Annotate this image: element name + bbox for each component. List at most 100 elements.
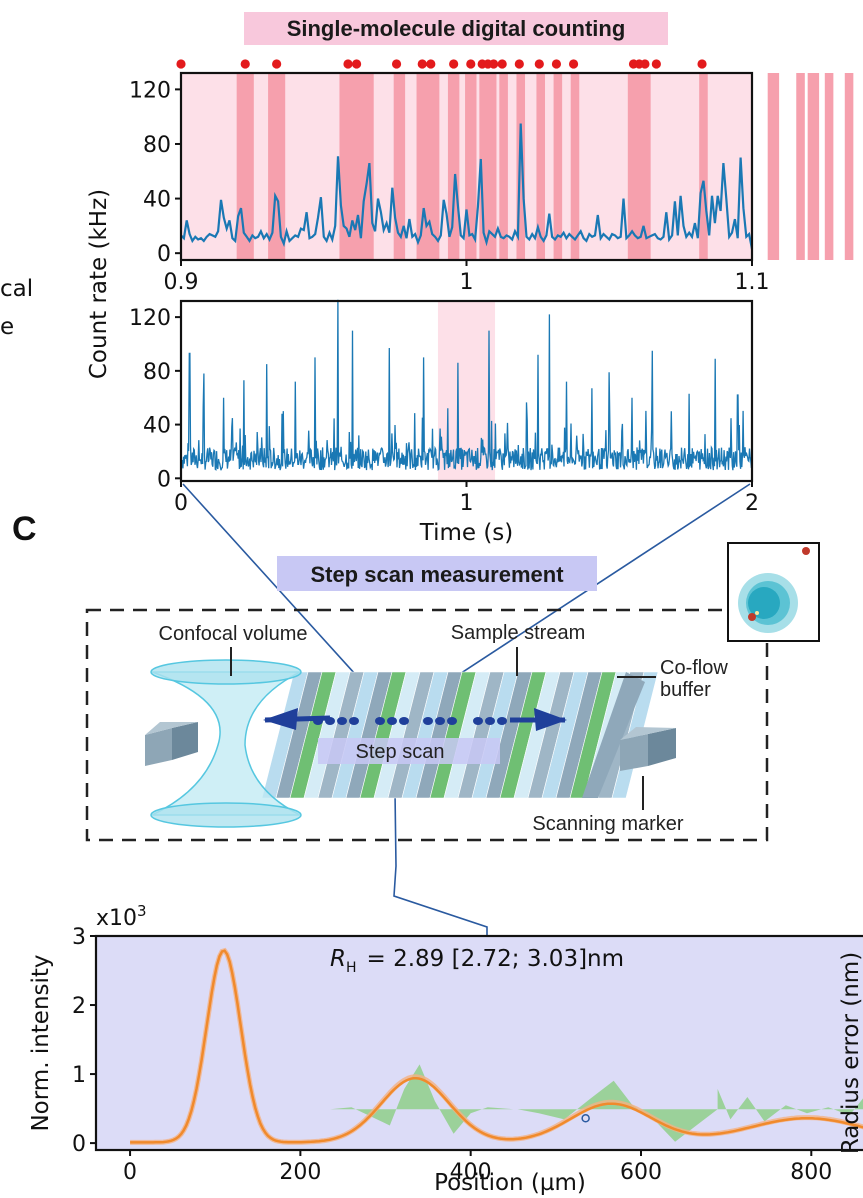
y-tick-label: 40 [143,188,171,213]
channel-side [582,672,645,798]
axes: 0 40 80 120 0 1 2 [129,306,759,516]
molecule-dot [375,717,385,725]
x-tick-label: 1 [460,491,474,516]
y-tick-label: 0 [72,1132,86,1157]
molecule-dot [435,717,445,725]
chart-title: Single-molecule digital counting [287,16,626,41]
molecule-dot [497,717,507,725]
marker-block [648,728,676,766]
y-exponent-base: x10 [96,906,137,931]
event-band [767,73,780,260]
panel-label: C [12,510,37,548]
scan-background [96,936,863,1150]
annotation-value: = 2.89 [2.72; 3.03]nm [367,946,625,972]
molecule-dot [423,717,433,725]
x-axis-label: Time (s) [419,520,514,546]
event-marker [697,59,707,69]
step-scan-diagram: Step scan measurement [85,542,820,842]
diagram-title-highlight [277,556,597,591]
y-tick-label: 3 [72,925,86,950]
residual-area [330,1064,514,1134]
marker-block [620,734,648,771]
event-band [416,73,440,260]
y-tick-label: 0 [157,242,171,267]
molecule-dot [447,717,457,725]
event-band [570,73,580,260]
confocal-bottom [150,802,302,828]
scan-arrows [263,708,567,731]
x-tick-label: 400 [450,1160,492,1185]
fit-profile [130,949,863,1144]
event-band [824,73,834,260]
y-tick-label: 1 [72,1063,86,1088]
event-band [553,73,563,260]
y-tick-label: 120 [129,306,171,331]
scanning-marker-left [145,722,198,766]
event-markers [176,59,707,69]
x-tick-label: 800 [790,1160,832,1185]
diagram-frame [85,608,769,842]
event-band [536,73,546,260]
channel-stripes [261,671,659,799]
event-marker [466,59,476,69]
y-exponent: x103 [96,902,147,931]
molecule-dot [349,717,359,725]
x-axis-label: Position (µm) [434,1170,586,1196]
event-band [447,73,460,260]
event-marker [534,59,544,69]
event-band [516,73,526,260]
event-band [796,73,805,260]
x-tick-label: 2 [745,491,759,516]
y-tick-label: 40 [143,414,171,439]
y-tick-label: 120 [129,78,171,103]
marker-block [620,727,676,740]
scanning-marker-right [620,727,676,771]
event-marker [417,59,427,69]
x-tick-label: 1.1 [735,270,770,295]
y-axis-label-right: Radius error (nm) [838,952,863,1154]
full-panel: 0 40 80 120 0 1 2 Time (s) [129,299,759,546]
molecule-dot [387,717,397,725]
diagram-title: Step scan measurement [310,562,564,587]
inset-inner-circle [748,587,780,619]
x-tick-label: 200 [279,1160,321,1185]
molecule-dot [325,717,335,725]
y-tick-label: 2 [72,994,86,1019]
radius-annotation: RH = 2.89 [2.72; 3.03]nm [330,946,624,976]
event-band [807,73,820,260]
event-marker [449,59,459,69]
molecule-dot [313,717,323,725]
molecule-dots [313,717,507,725]
cut-off-label: e [0,314,14,340]
event-band [844,73,854,260]
event-marker [651,59,661,69]
event-band [236,73,254,260]
annotation-subscript: H [346,960,357,976]
event-band [465,73,477,260]
event-marker [176,59,186,69]
event-marker [497,59,507,69]
inset-dot [802,547,810,555]
confocal-volume-label: Confocal volume [159,623,308,645]
y-exponent-power: 3 [137,902,147,920]
molecule-dot [399,717,409,725]
event-band [499,73,508,260]
y-tick-label: 80 [143,360,171,385]
y-tick-label: 0 [157,467,171,492]
axes: 0 40 80 120 0.9 1 1.1 [129,78,770,295]
y-axis-label: Norm. intensity [28,954,54,1131]
event-marker [343,59,353,69]
x-tick-label: 1 [460,270,474,295]
scan-point [581,1113,590,1123]
event-band [699,73,708,260]
marker-block [145,722,198,735]
count-rate-line [180,299,753,472]
molecule-dot [337,717,347,725]
event-marker [489,59,499,69]
x-tick-label: 0 [123,1160,137,1185]
event-marker [640,59,650,69]
event-marker [272,59,282,69]
